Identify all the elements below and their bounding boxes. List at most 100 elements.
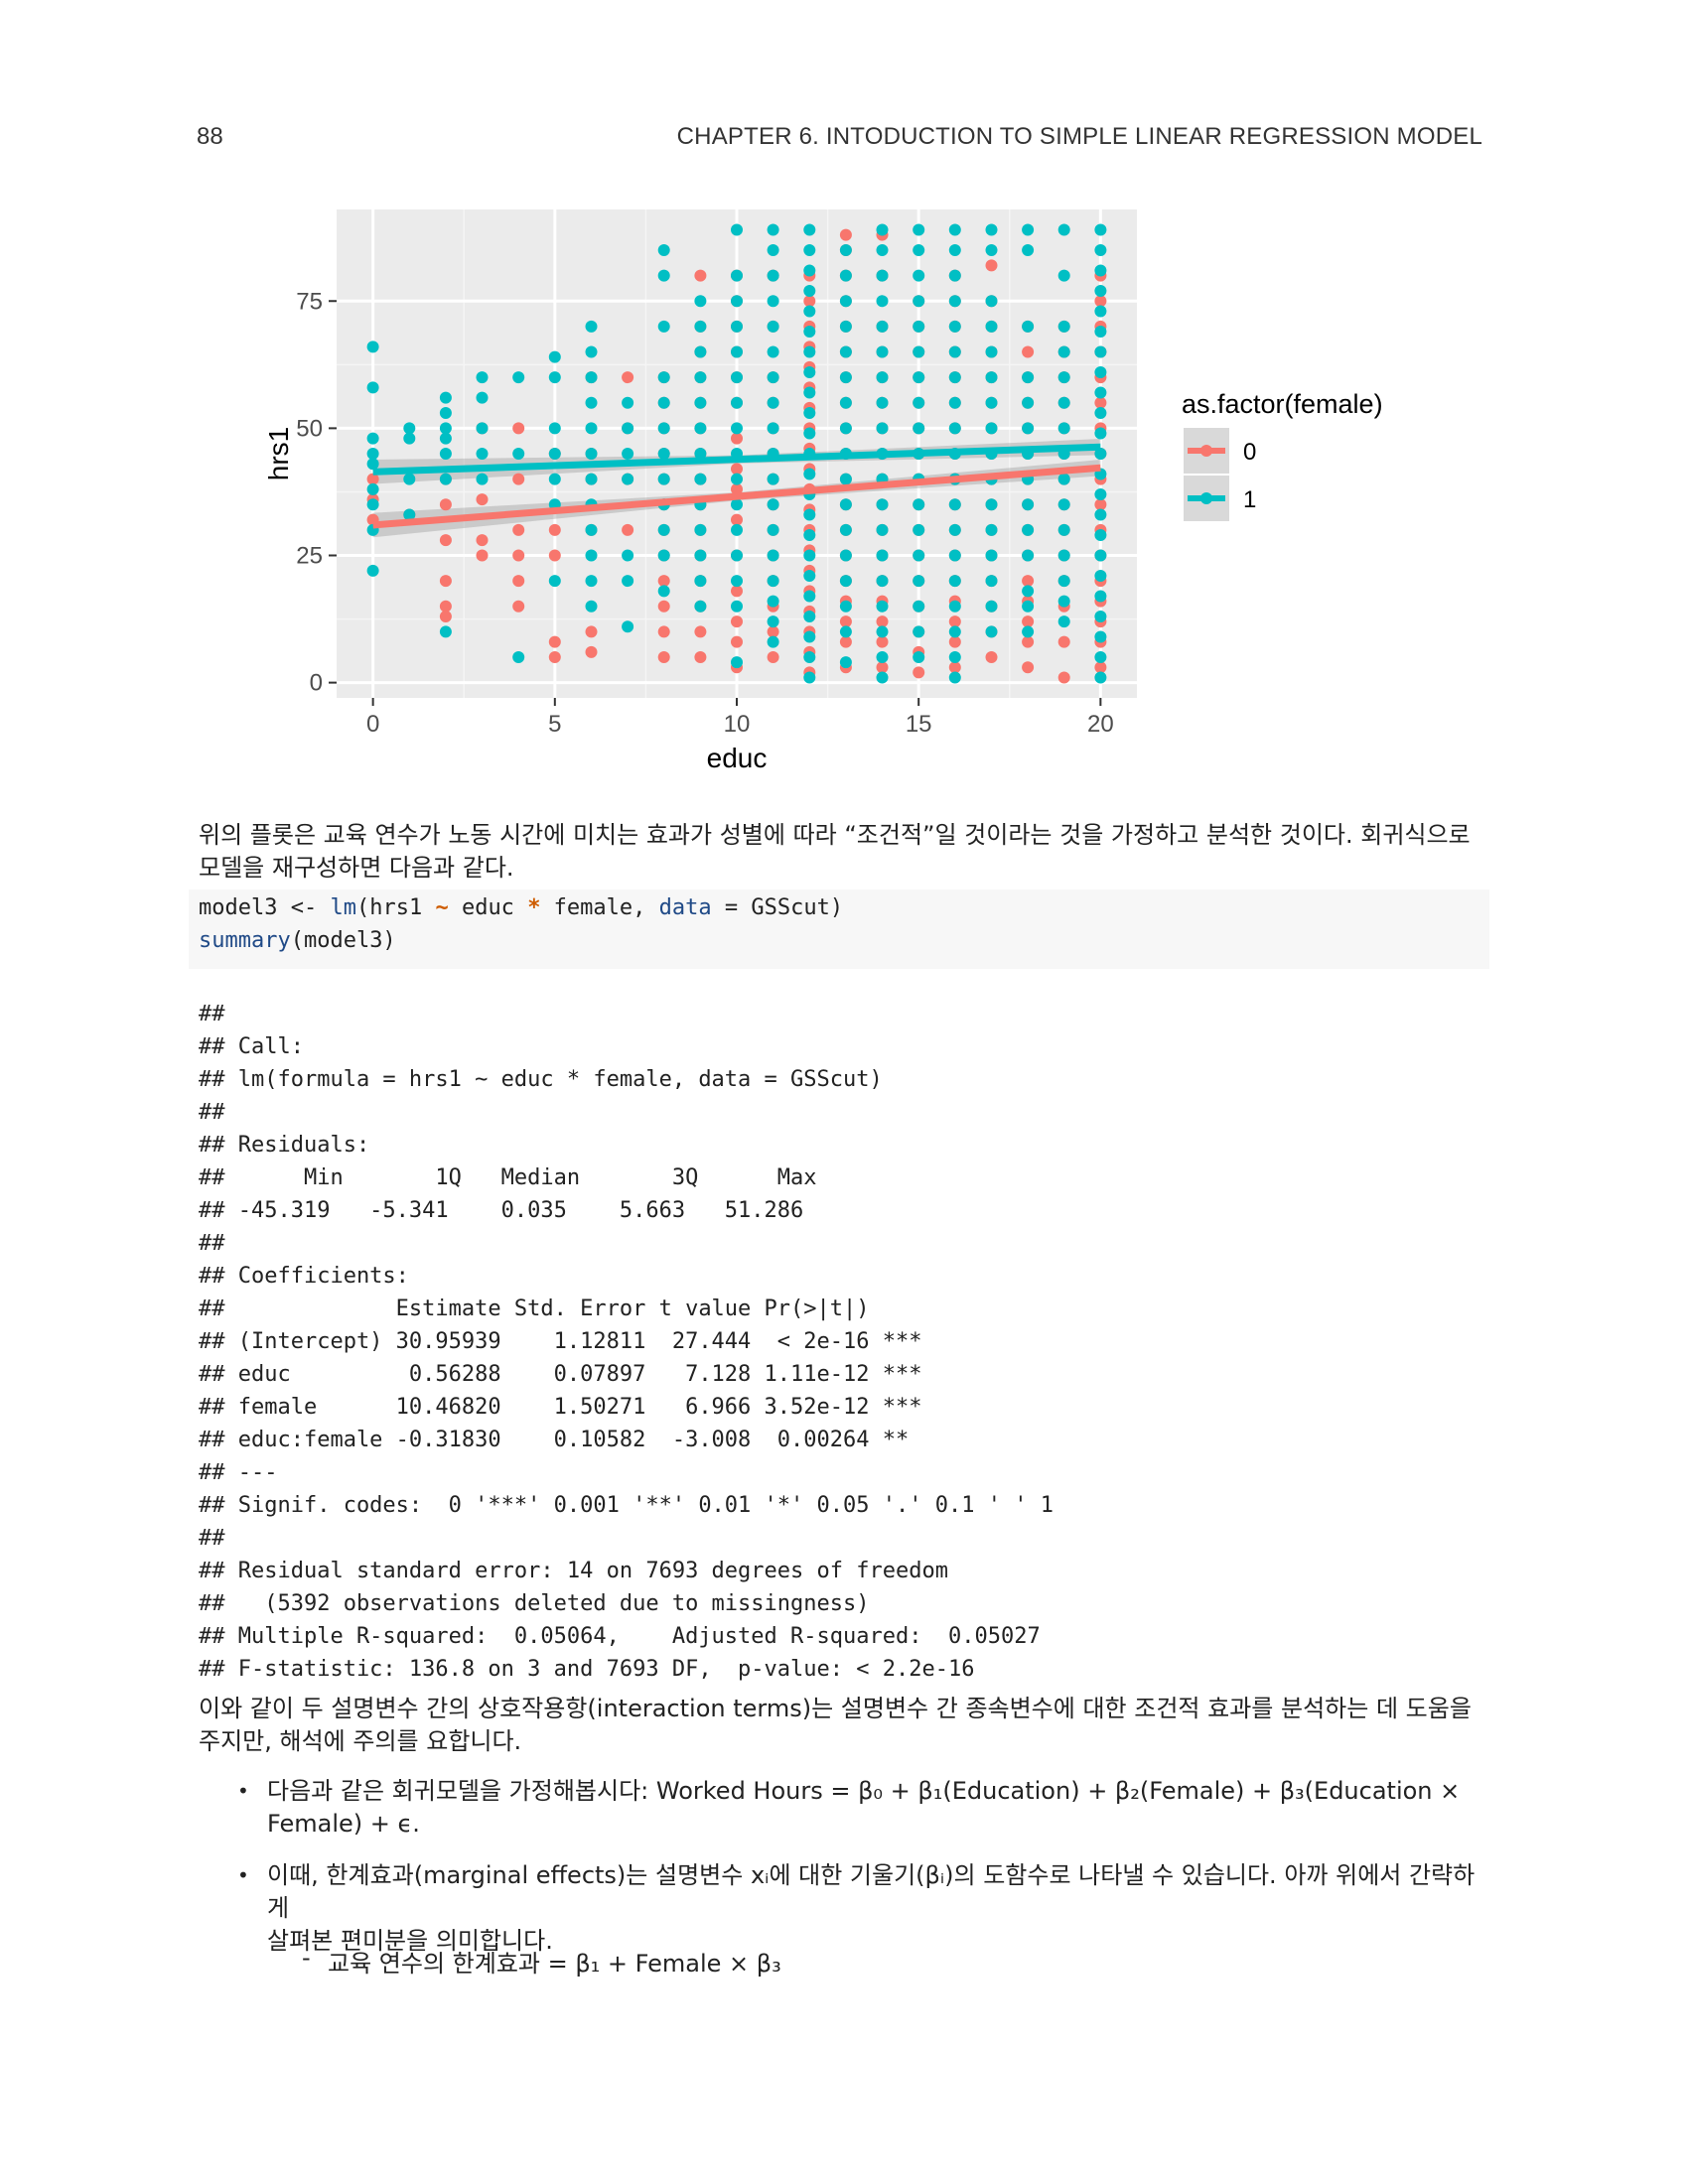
data-point	[622, 549, 634, 562]
data-points	[366, 223, 1107, 684]
data-point	[876, 244, 889, 256]
data-point	[476, 534, 489, 547]
data-point	[1094, 427, 1107, 440]
data-point	[585, 625, 598, 638]
data-point	[1094, 295, 1107, 308]
data-point	[803, 305, 816, 318]
data-point	[839, 269, 852, 282]
data-point	[1094, 529, 1107, 541]
data-point	[622, 523, 634, 536]
data-point	[985, 523, 998, 536]
data-point	[585, 448, 598, 460]
data-point	[913, 575, 925, 588]
y-tick-label: 25	[296, 543, 323, 570]
data-point	[731, 463, 743, 476]
output-line: ## Residuals:	[199, 1133, 370, 1158]
data-point	[839, 635, 852, 648]
data-point	[876, 295, 889, 308]
y-tick-label: 75	[296, 288, 323, 315]
data-point	[839, 396, 852, 409]
code-operator: ~	[435, 895, 449, 920]
output-line: ##	[199, 1002, 225, 1026]
data-point	[1057, 523, 1070, 536]
data-point	[948, 498, 961, 511]
data-point	[439, 611, 452, 622]
data-point	[731, 549, 743, 562]
data-point	[839, 244, 852, 256]
data-point	[366, 448, 379, 460]
data-point	[731, 523, 743, 536]
data-point	[1057, 345, 1070, 358]
data-point	[731, 345, 743, 358]
data-point	[876, 345, 889, 358]
fit-line	[372, 443, 1101, 476]
data-point	[512, 448, 525, 460]
data-point	[803, 366, 816, 378]
data-point	[366, 381, 379, 394]
data-point	[403, 432, 416, 445]
code-argument: data	[658, 895, 712, 920]
data-point	[985, 259, 998, 272]
data-point	[403, 508, 416, 521]
r-output: ## ## Call: ## lm(formula = hrs1 ~ educ * …	[199, 998, 1054, 1686]
data-point	[439, 625, 452, 638]
data-point	[694, 320, 707, 333]
data-point	[876, 615, 889, 628]
data-point	[985, 549, 998, 562]
data-point	[366, 564, 379, 577]
data-point	[839, 600, 852, 613]
data-point	[512, 575, 525, 588]
data-point	[622, 396, 634, 409]
data-point	[366, 458, 379, 471]
data-point	[548, 549, 561, 562]
sub-bullet-text: 교육 연수의 한계효과 = β₁ + Female × β₃	[328, 1950, 781, 1978]
x-tick-label: 15	[906, 711, 932, 738]
data-point	[948, 549, 961, 562]
data-point	[657, 244, 670, 256]
x-axis-label: educ	[707, 743, 768, 773]
bullet-marker: •	[237, 1779, 249, 1803]
data-point	[1094, 549, 1107, 562]
data-point	[948, 244, 961, 256]
data-point	[585, 345, 598, 358]
data-point	[913, 600, 925, 613]
data-point	[476, 371, 489, 384]
data-point	[512, 371, 525, 384]
data-point	[948, 671, 961, 684]
data-point	[731, 396, 743, 409]
code-token: <-	[290, 895, 331, 920]
data-point	[839, 656, 852, 669]
data-point	[803, 223, 816, 236]
data-point	[913, 320, 925, 333]
data-point	[403, 422, 416, 435]
sub-bullet-marker: -	[302, 1944, 311, 1972]
data-point	[476, 391, 489, 404]
data-point	[476, 493, 489, 506]
chapter-title: CHAPTER 6. INTODUCTION TO SIMPLE LINEAR …	[676, 123, 1482, 150]
data-point	[1057, 320, 1070, 333]
y-tick-label: 50	[296, 415, 323, 442]
data-point	[1094, 223, 1107, 236]
data-point	[876, 549, 889, 562]
data-point	[1057, 635, 1070, 648]
data-point	[439, 600, 452, 613]
y-axis-label: hrs1	[263, 427, 294, 480]
data-point	[803, 285, 816, 297]
data-point	[948, 396, 961, 409]
data-point	[876, 661, 889, 674]
output-line: ##	[199, 1100, 225, 1125]
output-line: ## F-statistic: 136.8 on 3 and 7693 DF, …	[199, 1657, 975, 1682]
data-point	[694, 549, 707, 562]
data-point	[512, 549, 525, 562]
data-point	[657, 320, 670, 333]
output-line: ## Call:	[199, 1034, 304, 1059]
data-point	[1057, 595, 1070, 608]
data-point	[985, 320, 998, 333]
data-point	[548, 575, 561, 588]
data-point	[1057, 422, 1070, 435]
data-point	[803, 264, 816, 277]
data-point	[767, 523, 779, 536]
data-point	[985, 244, 998, 256]
data-point	[476, 422, 489, 435]
data-point	[657, 371, 670, 384]
